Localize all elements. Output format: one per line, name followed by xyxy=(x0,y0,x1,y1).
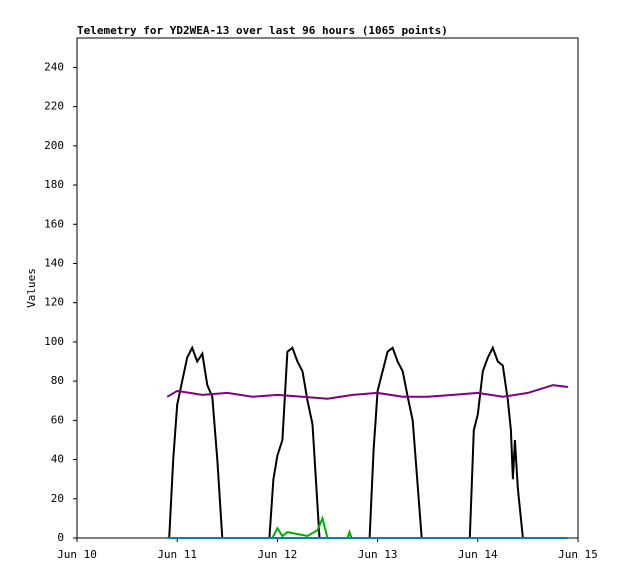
y-tick-label: 160 xyxy=(44,217,64,230)
y-tick-label: 140 xyxy=(44,256,64,269)
series-line xyxy=(166,384,569,400)
y-tick-label: 80 xyxy=(51,374,64,387)
y-tick-label: 240 xyxy=(44,60,64,73)
y-tick-label: 220 xyxy=(44,100,64,113)
x-tick-label: Jun 10 xyxy=(57,548,97,561)
series-line xyxy=(167,345,568,539)
y-tick-label: 60 xyxy=(51,413,64,426)
y-tick-label: 40 xyxy=(51,453,64,466)
y-tick-label: 100 xyxy=(44,335,64,348)
series-line xyxy=(167,515,568,539)
x-tick-label: Jun 14 xyxy=(458,548,498,561)
y-tick-label: 200 xyxy=(44,139,64,152)
x-tick-label: Jun 12 xyxy=(258,548,298,561)
chart-title: Telemetry for YD2WEA-13 over last 96 hou… xyxy=(77,24,448,37)
x-tick-label: Jun 15 xyxy=(558,548,598,561)
y-tick-label: 180 xyxy=(44,178,64,191)
y-tick-label: 120 xyxy=(44,296,64,309)
x-tick-label: Jun 13 xyxy=(358,548,398,561)
y-tick-label: 20 xyxy=(51,492,64,505)
plot-frame xyxy=(76,37,579,539)
x-tick-label: Jun 11 xyxy=(157,548,197,561)
y-axis-label: Values xyxy=(25,268,38,308)
y-tick-label: 0 xyxy=(57,531,64,544)
